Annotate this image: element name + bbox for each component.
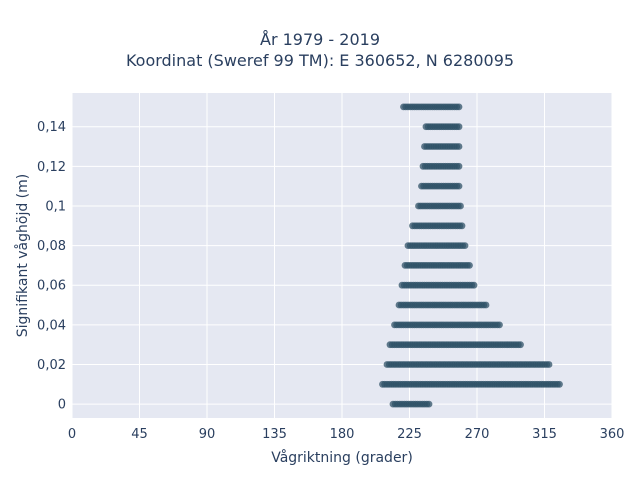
x-tick-label: 360: [600, 427, 625, 442]
x-tick-label: 225: [397, 427, 422, 442]
data-point: [455, 182, 463, 190]
data-point: [470, 281, 478, 289]
x-tick-label: 315: [532, 427, 557, 442]
x-axis-label: Vågriktning (grader): [271, 449, 413, 466]
data-point: [425, 400, 433, 408]
data-point: [458, 222, 466, 230]
x-tick-label: 180: [330, 427, 355, 442]
y-tick-label: 0,12: [37, 160, 66, 175]
y-tick-label: 0,14: [37, 120, 66, 135]
chart-subtitle: Koordinat (Sweref 99 TM): E 360652, N 62…: [125, 51, 515, 70]
y-tick-label: 0: [58, 398, 66, 413]
y-tick-label: 0,1: [45, 199, 66, 214]
x-tick-label: 45: [131, 427, 148, 442]
data-point: [517, 341, 524, 349]
y-axis-label: Signifikant våghöjd (m): [14, 174, 31, 337]
chart-title: År 1979 - 2019: [260, 30, 380, 49]
data-point: [457, 202, 464, 210]
data-point: [556, 380, 563, 388]
y-tick-label: 0,04: [37, 318, 66, 333]
x-tick-label: 135: [262, 427, 287, 442]
y-tick-label: 0,02: [37, 358, 66, 373]
x-tick-label: 0: [68, 427, 76, 442]
data-point: [461, 242, 469, 250]
data-points: [379, 103, 563, 408]
data-point: [545, 361, 553, 368]
data-point: [455, 123, 463, 131]
y-axis-ticks: 0 0,02 0,04 0,06 0,08 0,1 0,12 0,14: [37, 120, 66, 412]
x-axis-ticks: 0 45 90 135 180 225 270 315 360: [68, 427, 625, 442]
data-point: [482, 301, 490, 309]
data-point: [496, 321, 503, 329]
x-tick-label: 90: [199, 427, 216, 442]
y-tick-label: 0,06: [37, 279, 66, 294]
y-tick-label: 0,08: [37, 239, 66, 254]
data-point: [455, 103, 463, 111]
x-tick-label: 270: [465, 427, 490, 442]
grid-lines: [71, 93, 613, 418]
data-point: [455, 143, 463, 150]
data-point: [455, 162, 463, 170]
data-point: [466, 262, 473, 269]
